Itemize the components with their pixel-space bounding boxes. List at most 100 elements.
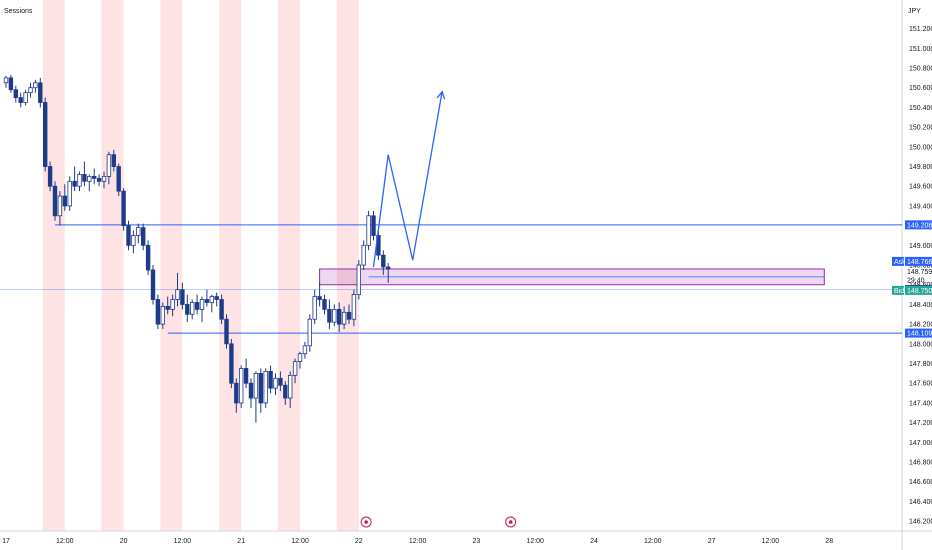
time-tick-label: 27 (708, 538, 716, 545)
price-tags: 149.208148.109148.551Ask148.766148.75929… (892, 220, 932, 338)
candle-body (361, 244, 366, 266)
candle-body (3, 77, 9, 84)
candle-body (283, 384, 288, 399)
price-tick-label: 149.600 (909, 184, 932, 191)
candle-body (131, 235, 136, 246)
session-band (42, 0, 65, 531)
ask-label: Ask (894, 259, 906, 266)
candle-body (268, 371, 273, 389)
session-bands (42, 0, 359, 531)
candle-body (287, 374, 293, 399)
candle-body (13, 89, 18, 98)
candle-body (381, 254, 386, 268)
candle-body (77, 174, 82, 187)
candle-body (47, 166, 53, 187)
candle-body (278, 377, 283, 386)
indicator-label[interactable]: Sessions (4, 8, 33, 15)
candle-body (341, 311, 347, 325)
candle-body (150, 269, 156, 300)
line-price-tag: 148.109 (907, 331, 932, 338)
price-tick-label: 150.200 (909, 125, 932, 132)
candle-body (346, 311, 352, 320)
bid-price: 148.750 (907, 288, 932, 295)
price-tick-label: 150.800 (909, 66, 932, 73)
time-tick-label: 21 (237, 538, 245, 545)
candle-body (332, 308, 337, 323)
candle-body (165, 306, 170, 310)
candle-body (23, 92, 28, 103)
candle-body (111, 154, 116, 167)
price-tick-label: 147.200 (909, 420, 932, 427)
candle-body (185, 304, 190, 315)
projection-line[interactable] (372, 91, 443, 268)
candle-body (194, 302, 200, 310)
time-tick-label: 17 (2, 538, 10, 545)
time-axis[interactable]: 17 12:00 20 12:00 21 12:00 22 12:00 23 12:00 24 12:… (2, 538, 833, 545)
price-tick-label: 147.800 (909, 361, 932, 368)
price-tick-label: 150.400 (909, 105, 932, 112)
candle-body (67, 180, 72, 207)
bar-timer: 29:40 (907, 277, 925, 284)
price-axis[interactable]: 151.200 151.000 150.800 150.600 150.400 150.2… (909, 26, 932, 526)
price-tick-label: 149.000 (909, 243, 932, 250)
time-tick-label: 20 (120, 538, 128, 545)
candle-body (302, 345, 308, 355)
price-tick-label: 147.000 (909, 440, 932, 447)
candle-body (263, 371, 268, 404)
price-tick-label: 150.600 (909, 85, 932, 92)
event-dot (364, 520, 368, 524)
session-band (336, 0, 359, 531)
bid-label: Bid (894, 288, 904, 295)
price-tick-label: 148.400 (909, 302, 932, 309)
candle-body (209, 296, 214, 303)
line-price-tag: 149.208 (907, 222, 932, 229)
candles (3, 74, 391, 423)
time-tick-label: 12:00 (526, 538, 544, 545)
ask-price: 148.766 (907, 259, 932, 266)
projection-path[interactable] (372, 90, 446, 268)
candle-body (312, 296, 317, 320)
candle-body (175, 289, 180, 300)
candle-body (322, 299, 327, 310)
currency-label: JPY (908, 8, 921, 15)
candle-body (126, 225, 131, 246)
demand-zone[interactable] (319, 268, 825, 286)
price-tick-label: 146.400 (909, 499, 932, 506)
event-markers[interactable] (360, 516, 517, 528)
candle-body (385, 266, 391, 270)
price-tick-label: 146.800 (909, 460, 932, 467)
time-tick-label: 12:00 (174, 538, 192, 545)
session-band (101, 0, 124, 531)
candle-body (351, 294, 357, 320)
horizontal-lines[interactable] (0, 224, 902, 334)
candle-body (57, 195, 63, 217)
candle-body (96, 177, 102, 182)
candle-body (87, 175, 92, 182)
price-tick-label: 148.200 (909, 322, 932, 329)
candle-body (43, 102, 48, 167)
candle-body (52, 185, 58, 217)
candle-body (199, 299, 205, 310)
time-tick-label: 12:00 (409, 538, 427, 545)
price-tick-label: 146.600 (909, 479, 932, 486)
candle-body (140, 227, 146, 246)
candle-body (8, 77, 14, 91)
line-price-tag-bg (905, 328, 932, 338)
candle-body (243, 368, 249, 384)
candle-body (92, 175, 97, 179)
candle-body (371, 215, 376, 236)
candle-body (238, 368, 244, 404)
candle-body (28, 87, 33, 94)
ask-label-bg (892, 256, 904, 266)
price-tick-label: 148.800 (909, 263, 932, 270)
price-tick-label: 147.600 (909, 381, 932, 388)
session-band (219, 0, 242, 531)
time-tick-label: 22 (355, 538, 363, 545)
candle-body (214, 296, 219, 300)
ask-price-bg (905, 256, 932, 266)
time-tick-label: 12:00 (291, 538, 309, 545)
candle-body (204, 299, 210, 303)
candle-body (136, 227, 141, 236)
